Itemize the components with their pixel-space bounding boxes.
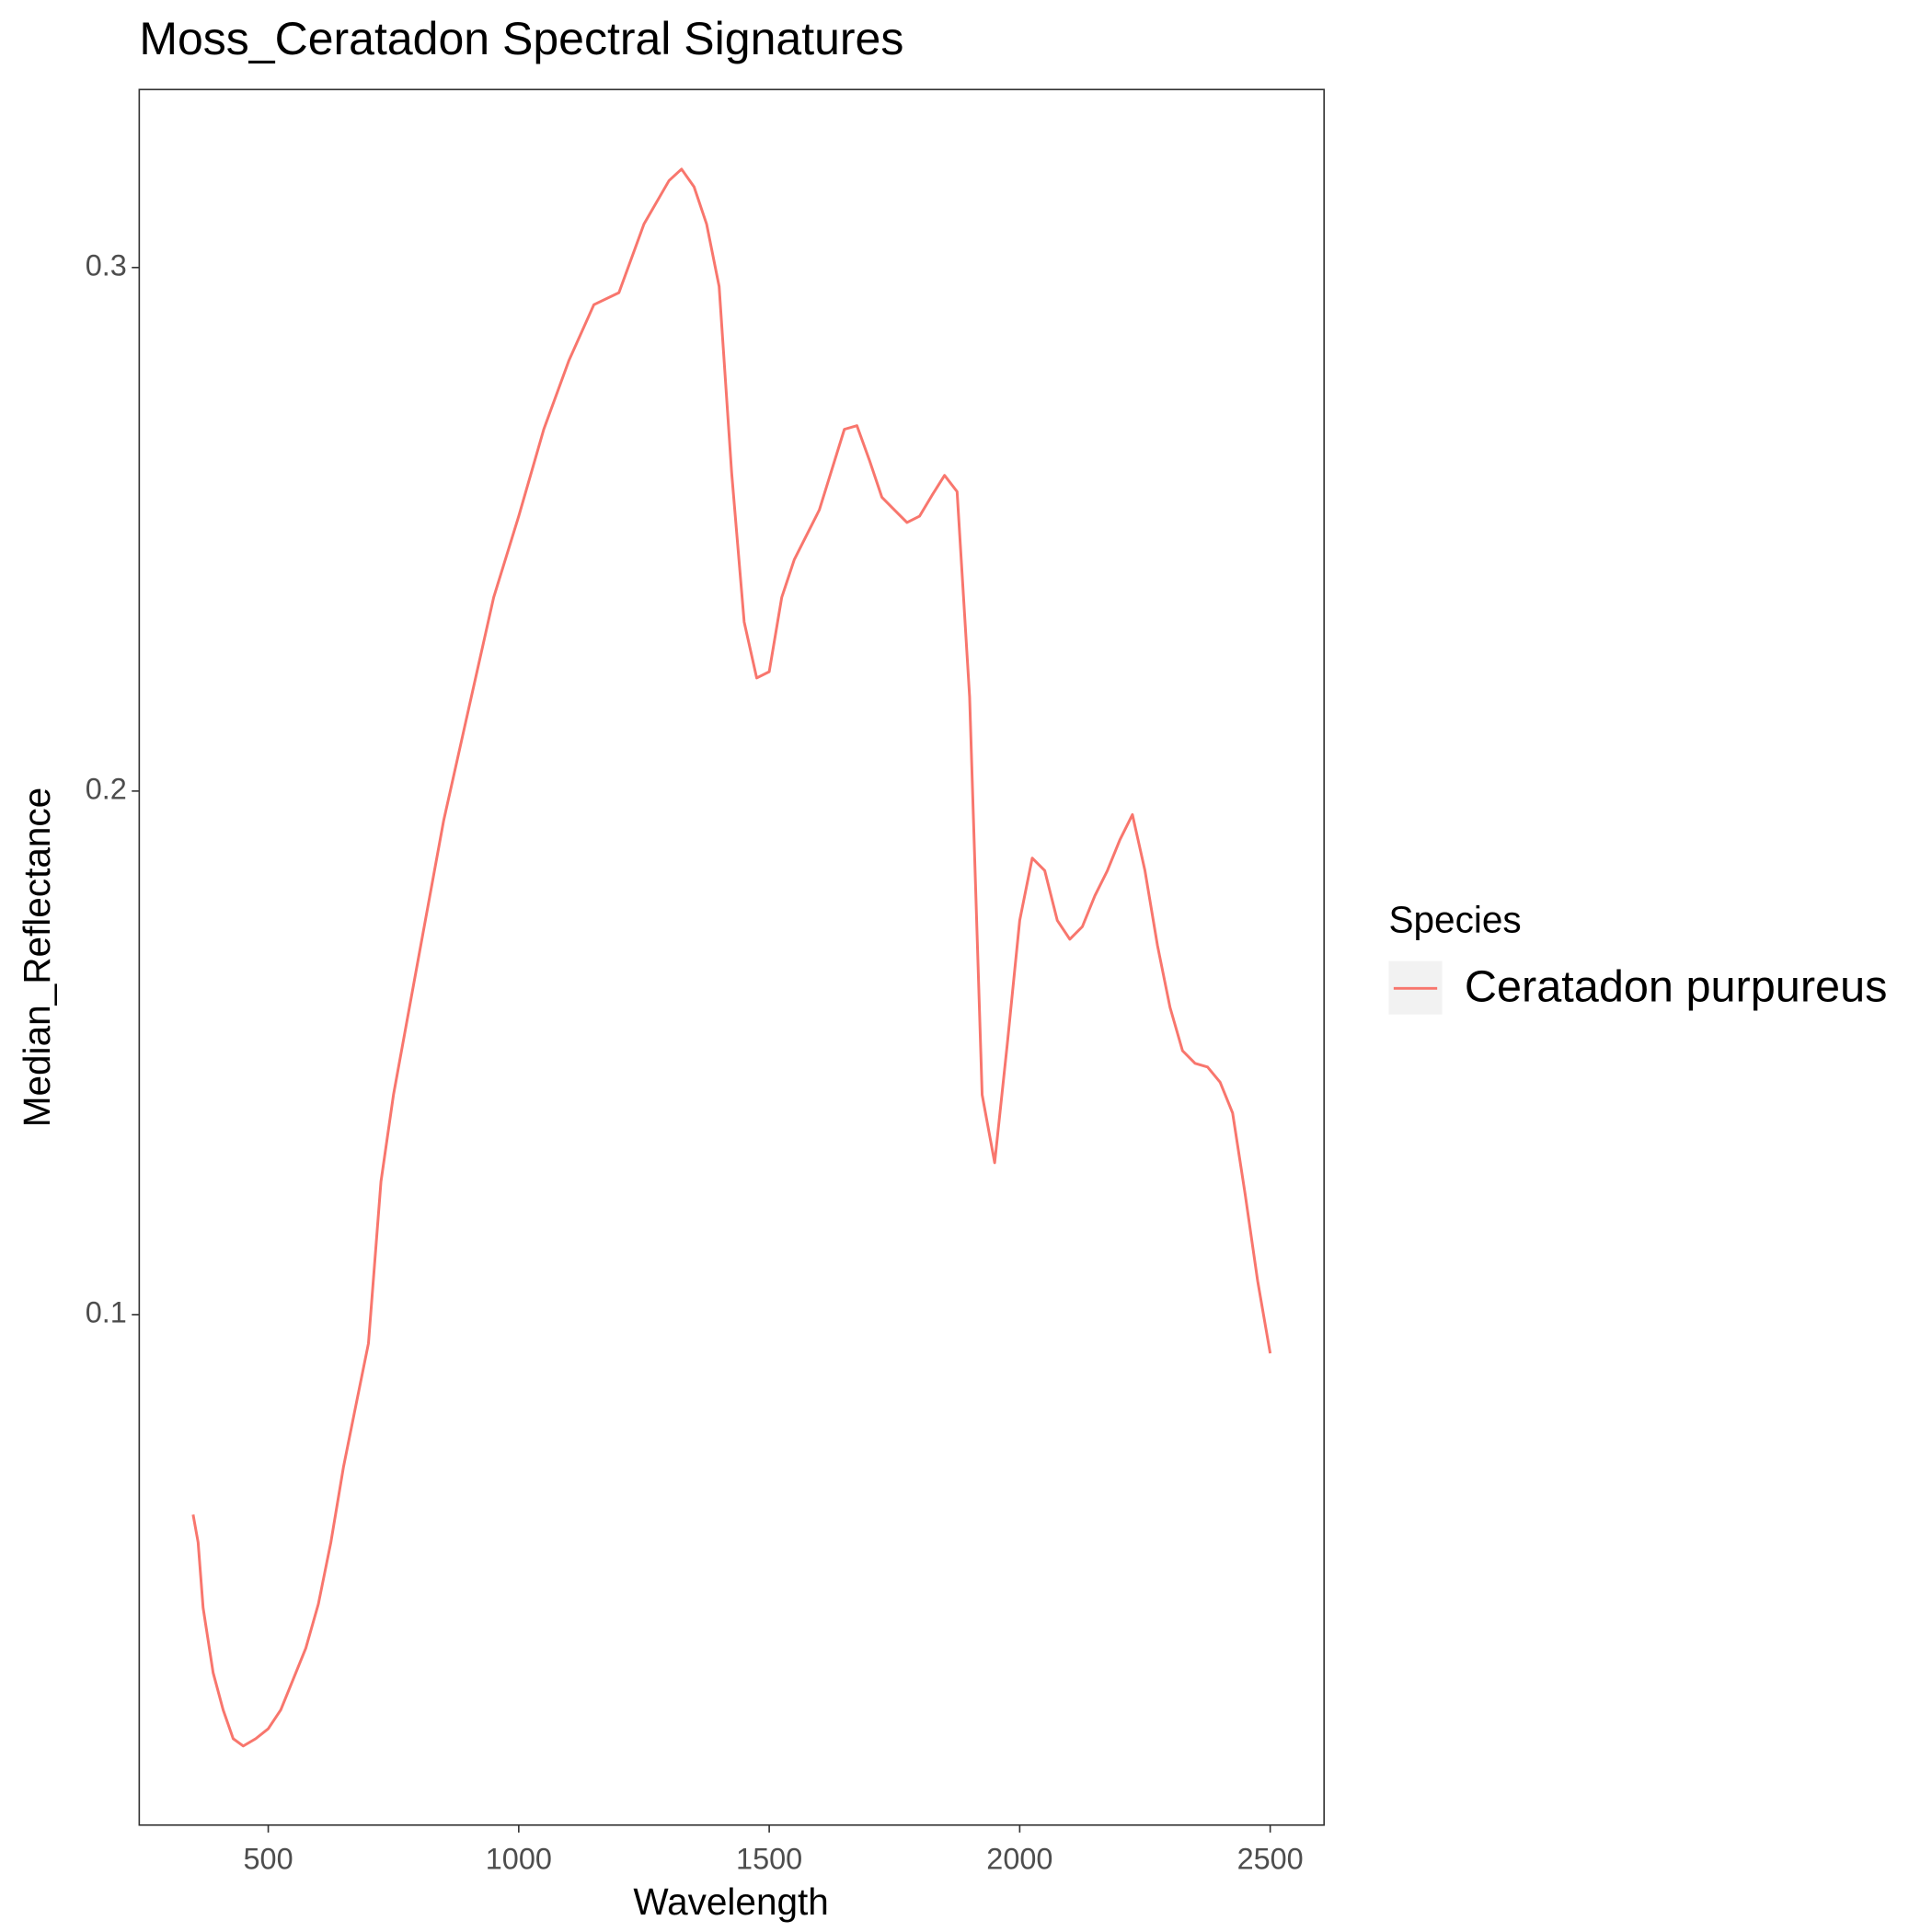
- x-axis-title: Wavelength: [633, 1880, 829, 1923]
- y-tick-label: 0.2: [86, 772, 127, 805]
- chart-title: Moss_Ceratadon Spectral Signatures: [139, 13, 903, 64]
- x-tick-label: 2500: [1237, 1843, 1304, 1876]
- plot-border: [138, 88, 1325, 1826]
- x-tick-label: 2000: [986, 1843, 1052, 1876]
- y-tick-label: 0.3: [86, 248, 127, 282]
- x-tick-label: 500: [244, 1843, 293, 1876]
- x-tick-label: 1500: [736, 1843, 802, 1876]
- plot-panel: [139, 89, 1325, 1825]
- y-tick-label: 0.1: [86, 1295, 127, 1328]
- legend-label: Ceratadon purpureus: [1465, 962, 1888, 1012]
- legend-title: Species: [1388, 898, 1521, 940]
- x-tick-label: 1000: [486, 1843, 552, 1876]
- data-line: [191, 167, 1272, 1748]
- y-axis-title: Median_Reflectance: [16, 788, 58, 1128]
